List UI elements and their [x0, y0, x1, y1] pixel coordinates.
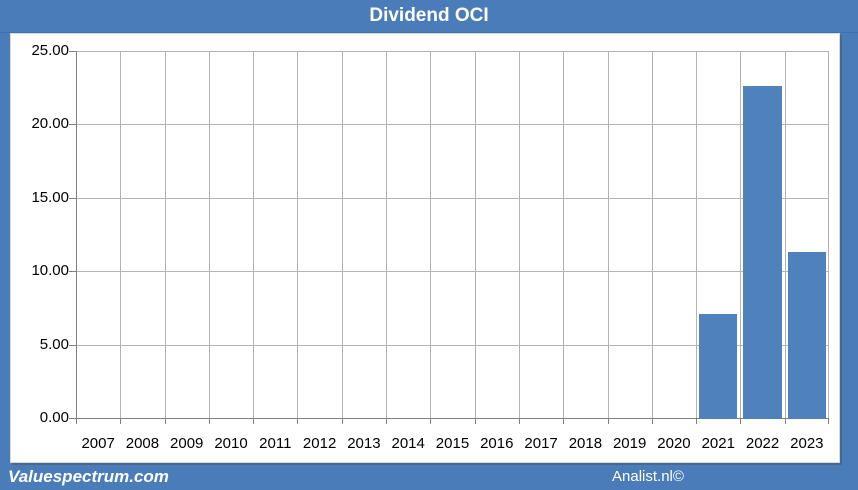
y-axis-tick-label: 25.00 [31, 42, 69, 59]
footer-brand-right: Analist.nl© [612, 468, 684, 485]
x-axis-category-label: 2018 [568, 435, 603, 452]
x-axis-category-label: 2019 [612, 435, 647, 452]
plot-area [69, 51, 829, 424]
x-axis-category-label: 2017 [524, 435, 558, 452]
y-axis-tick [69, 344, 76, 346]
x-axis-category-label: 2014 [391, 435, 425, 452]
x-axis-category-label: 2016 [480, 435, 514, 452]
x-axis-tick [784, 419, 786, 424]
gridline-horizontal [76, 124, 829, 126]
x-axis-tick [828, 419, 829, 424]
y-axis-tick [69, 124, 76, 126]
x-axis-category-label: 2021 [701, 435, 735, 452]
gridline-vertical [430, 51, 432, 419]
x-axis-category-label: 2022 [745, 435, 780, 452]
x-axis-category-label: 2013 [347, 435, 381, 452]
gridline-horizontal [76, 344, 829, 346]
x-axis-line [76, 418, 829, 419]
gridline-vertical [208, 51, 210, 419]
gridline-vertical [164, 51, 166, 419]
gridline-vertical [784, 51, 786, 419]
x-axis-category-label: 2011 [259, 435, 292, 452]
gridline-horizontal [76, 271, 829, 273]
x-axis-category-label: 2010 [214, 435, 248, 452]
x-axis-category-label: 2023 [790, 435, 824, 452]
x-axis-tick [430, 419, 432, 424]
gridline-vertical [828, 51, 829, 419]
gridline-vertical [297, 51, 299, 419]
x-axis-tick [607, 419, 609, 424]
y-axis-tick [69, 271, 76, 273]
y-axis-tick-label: 5.00 [39, 335, 69, 353]
gridline-vertical [474, 51, 476, 419]
y-axis-tick-label: 20.00 [31, 115, 69, 133]
x-axis-tick [518, 419, 520, 424]
y-axis-tick [69, 51, 76, 52]
gridline-vertical [253, 51, 255, 419]
x-axis-category-label: 2007 [81, 435, 115, 452]
x-axis-tick [651, 419, 653, 424]
x-axis-tick [164, 419, 166, 424]
gridline-vertical [740, 51, 742, 419]
y-axis-line [76, 51, 77, 419]
bar-2023 [787, 251, 826, 419]
gridline-vertical [696, 51, 698, 419]
x-axis-category-label: 2008 [125, 435, 160, 452]
x-axis-tick [76, 419, 77, 424]
x-axis-category-label: 2015 [435, 435, 470, 452]
y-axis-tick [69, 197, 76, 199]
x-axis-tick [120, 419, 122, 424]
chart-title: Dividend OCI [369, 5, 489, 26]
y-axis-tick-label: 15.00 [31, 188, 69, 206]
x-axis-tick [297, 419, 299, 424]
x-axis-category-label: 2009 [170, 435, 204, 452]
bar-2021 [699, 313, 738, 419]
chart-title-bar: Dividend OCI [0, 0, 858, 33]
bar-2022 [743, 86, 782, 419]
x-axis-category-label: 2020 [657, 435, 691, 452]
x-axis-tick [253, 419, 255, 424]
x-axis-tick [341, 419, 343, 424]
x-axis-tick [474, 419, 476, 424]
x-axis-category-label: 2012 [302, 435, 337, 452]
gridline-vertical [651, 51, 653, 419]
y-axis-tick-label: 10.00 [31, 262, 69, 280]
gridline-vertical [386, 51, 388, 419]
gridline-vertical [563, 51, 565, 419]
gridline-vertical [518, 51, 520, 419]
chart-panel: 25.00 20.00 15.00 10.00 5.00 0.00 2007 2008 200… [10, 33, 840, 463]
y-axis-tick-label: 0.00 [39, 409, 69, 426]
gridline-vertical [607, 51, 609, 419]
gridline-horizontal [76, 197, 829, 199]
x-axis-tick [386, 419, 388, 424]
x-axis-tick [740, 419, 742, 424]
y-axis-tick [69, 418, 76, 419]
footer-brand-left: Valuespectrum.com [8, 467, 169, 486]
footer-bar: Valuespectrum.com Analist.nl© [0, 465, 858, 490]
gridline-vertical [341, 51, 343, 419]
x-axis-tick [208, 419, 210, 424]
x-axis-tick [563, 419, 565, 424]
gridline-vertical [120, 51, 122, 419]
gridline-horizontal [76, 51, 829, 52]
x-axis-tick [696, 419, 698, 424]
